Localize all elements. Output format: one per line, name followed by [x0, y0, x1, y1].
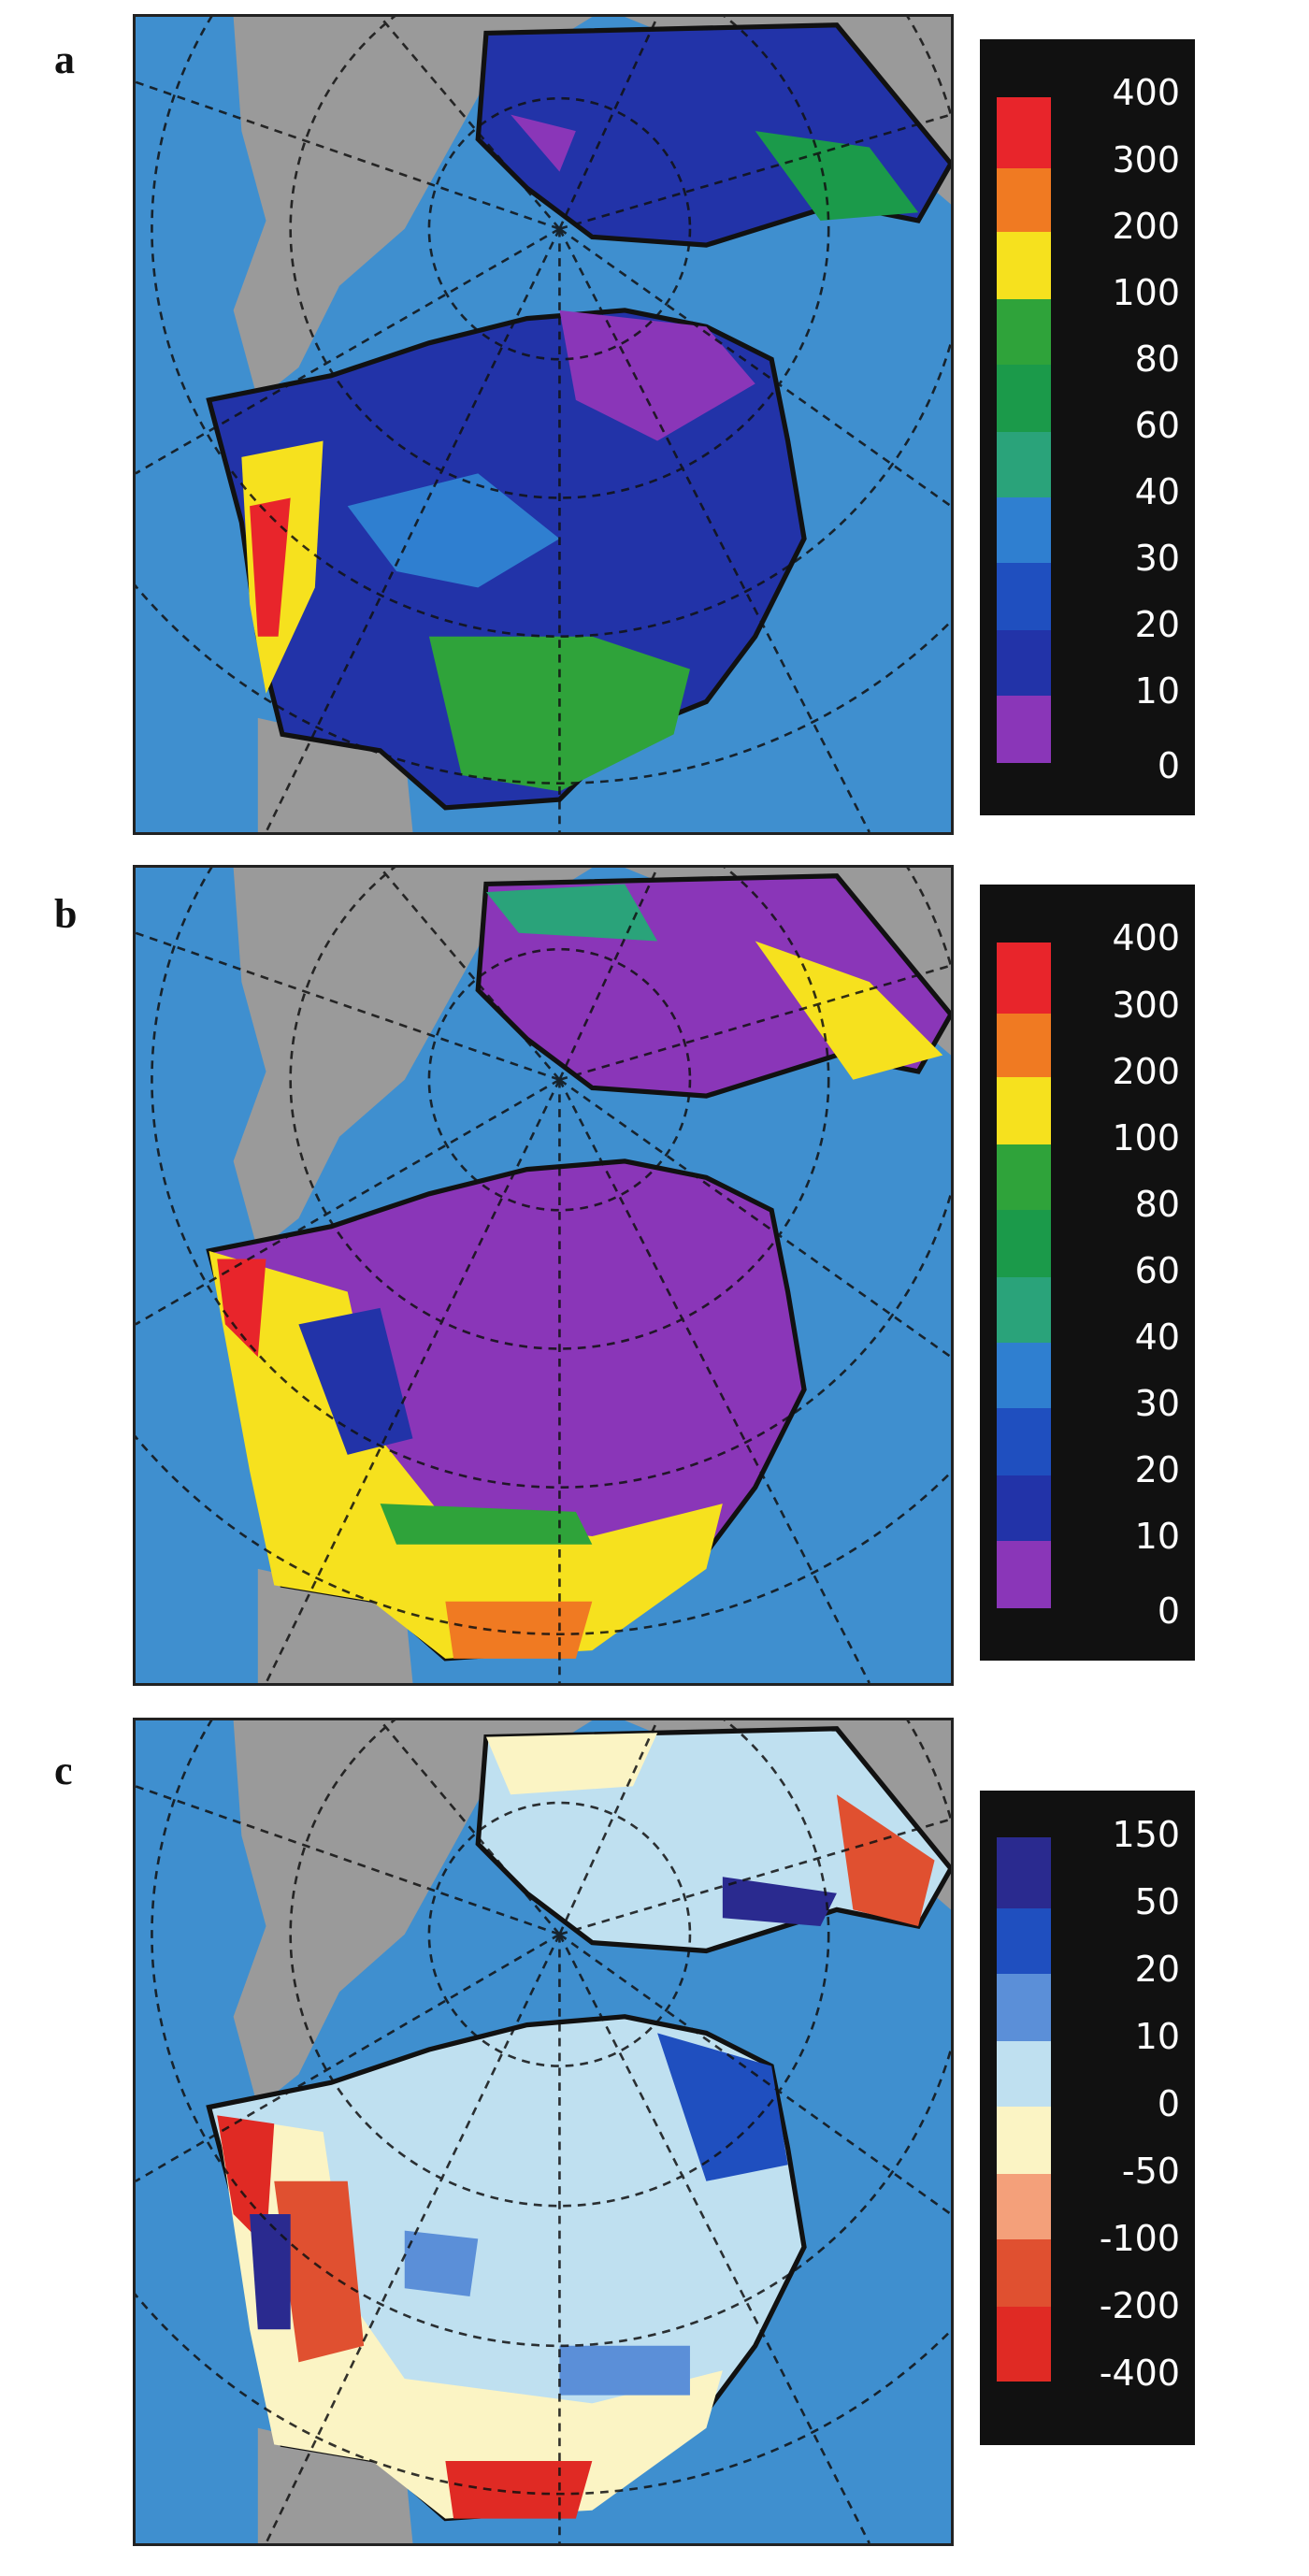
legend-b-swatch-1: [997, 943, 1051, 1014]
map-c-graphic: [136, 1720, 951, 2543]
legend-c-tick: 0: [1157, 2083, 1180, 2124]
legend-c-swatch-1: [997, 1837, 1051, 1908]
legend-a-swatch-2: [997, 168, 1051, 232]
legend-b-swatch-4: [997, 1144, 1051, 1210]
legend-a-tick: 300: [1112, 139, 1180, 180]
legend-b-tick: 300: [1112, 985, 1180, 1026]
legend-b-swatch-9: [997, 1475, 1051, 1541]
legend-c-swatch-8: [997, 2307, 1051, 2382]
legend-a-swatch-3: [997, 232, 1051, 299]
legend-b-tick: 400: [1112, 917, 1180, 958]
legend-c-swatch-7: [997, 2239, 1051, 2307]
legend-a-swatch-5: [997, 365, 1051, 432]
legend-b-swatch-3: [997, 1077, 1051, 1144]
legend-a-tick: 60: [1134, 405, 1180, 446]
legend-a-tick: 400: [1112, 72, 1180, 113]
panel-label-b: b: [54, 891, 78, 937]
legend-a-swatch-9: [997, 630, 1051, 696]
legend-b-tick: 30: [1134, 1383, 1180, 1424]
map-b-graphic: [136, 868, 951, 1683]
panel-label-a: a: [54, 36, 75, 82]
legend-c-swatch-3: [997, 1974, 1051, 2041]
legend-a-swatch-10: [997, 696, 1051, 763]
legend-b-tick: 20: [1134, 1449, 1180, 1490]
legend-b-tick: 200: [1112, 1051, 1180, 1092]
legend-b-tick: 10: [1134, 1516, 1180, 1557]
legend-c-tick: -200: [1099, 2285, 1180, 2326]
legend-b-tick: 100: [1112, 1117, 1180, 1158]
legend-c-tick: -50: [1121, 2151, 1180, 2192]
legend-c-swatch-2: [997, 1908, 1051, 1974]
legend-a-swatch-1: [997, 97, 1051, 168]
legend-c-tick: -400: [1099, 2353, 1180, 2394]
legend-b-tick: 80: [1134, 1184, 1180, 1225]
legend-a-tick: 30: [1134, 538, 1180, 579]
legend-a-swatch-4: [997, 299, 1051, 365]
legend-a-tick: 200: [1112, 206, 1180, 247]
legend-c-tick: 10: [1134, 2016, 1180, 2057]
legend-a-swatch-7: [997, 497, 1051, 563]
legend-b-swatch-6: [997, 1277, 1051, 1343]
map-panel-c: [133, 1718, 954, 2546]
legend-c-swatch-5: [997, 2107, 1051, 2174]
legend-b-swatch-2: [997, 1014, 1051, 1077]
legend-b-tick: 0: [1157, 1590, 1180, 1632]
legend-a-tick: 20: [1134, 604, 1180, 645]
legend-b-swatch-5: [997, 1210, 1051, 1277]
legend-c: 150 50 20 10 0 -50 -100 -200 -400: [980, 1791, 1195, 2445]
legend-a: 400 300 200 100 80 60 40 30 20 10 0: [980, 39, 1195, 815]
legend-c-swatch-4: [997, 2041, 1051, 2107]
legend-b-swatch-8: [997, 1408, 1051, 1475]
legend-b-tick: 60: [1134, 1250, 1180, 1291]
legend-c-tick: -100: [1099, 2218, 1180, 2259]
legend-a-swatch-8: [997, 563, 1051, 630]
legend-b-tick: 40: [1134, 1317, 1180, 1358]
legend-b-swatch-7: [997, 1343, 1051, 1408]
legend-b: 400 300 200 100 80 60 40 30 20 10 0: [980, 885, 1195, 1661]
legend-b-swatch-10: [997, 1541, 1051, 1608]
legend-c-swatch-6: [997, 2174, 1051, 2239]
legend-c-tick: 50: [1134, 1881, 1180, 1922]
legend-c-tick: 20: [1134, 1949, 1180, 1990]
legend-a-swatch-6: [997, 432, 1051, 497]
legend-a-tick: 100: [1112, 272, 1180, 313]
legend-a-tick: 10: [1134, 670, 1180, 712]
map-panel-a: [133, 14, 954, 835]
legend-a-tick: 80: [1134, 338, 1180, 380]
legend-a-tick: 40: [1134, 471, 1180, 512]
map-a-graphic: [136, 17, 951, 832]
legend-c-tick: 150: [1112, 1814, 1180, 1855]
map-panel-b: [133, 865, 954, 1686]
legend-a-tick: 0: [1157, 745, 1180, 786]
panel-label-c: c: [54, 1748, 73, 1793]
